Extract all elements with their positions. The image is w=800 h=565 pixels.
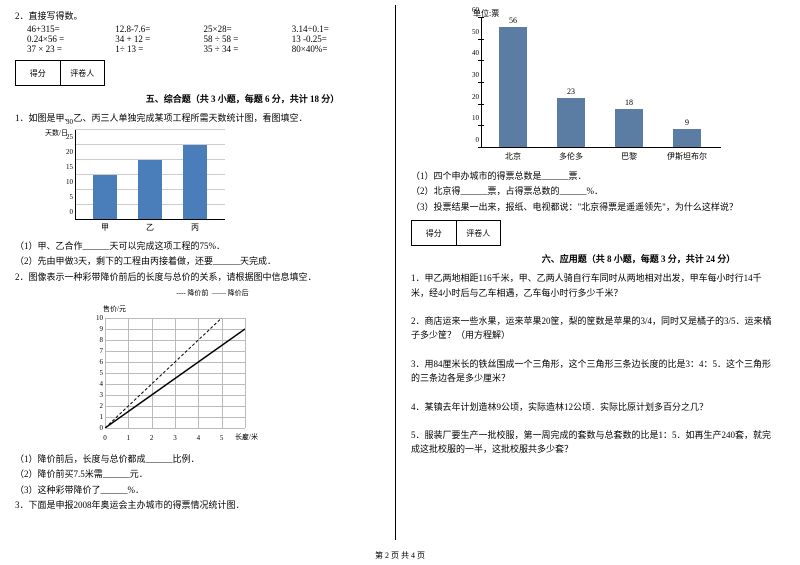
score-label: 得分 <box>412 221 457 245</box>
s6q3: 3．用84厘米长的铁丝围成一个三角形，这个三角形三条边长度的比是3：4：5．这个… <box>411 357 776 386</box>
s6q1: 1．甲乙两地相距116千米，甲、乙两人骑自行车同时从两地相对出发，甲车每小时行1… <box>411 271 776 300</box>
chart2-legend: ---- 降价前 —— 降价后 <box>45 288 380 298</box>
calc-row: 46+315=12.8-7.6=25×28=3.14÷0.1= <box>15 24 380 34</box>
calc-row: 0.24×56 =34 + 12 =58 ÷ 58 =13 -0.25= <box>15 34 380 44</box>
s5q2-3: （3）这种彩带降价了______%． <box>15 483 380 497</box>
chart2-line: 0123456012345678910售价/元长度/米 <box>85 298 265 448</box>
score-label: 得分 <box>16 61 61 85</box>
s5q2: 2．图像表示一种彩带降价前后的长度与总价的关系，请根据图中信息填空． <box>15 270 380 284</box>
s5q3-2: （2）北京得______票，占得票总数的______%． <box>411 184 776 198</box>
s5q1-1: （1）甲、乙合作______天可以完成这项工程的75%． <box>15 239 380 253</box>
s6q2: 2．商店运来一些水果，运来苹果20筐，梨的筐数是苹果的3/4，同时又是橘子的3/… <box>411 314 776 343</box>
reviewer-label: 评卷人 <box>61 61 105 85</box>
section6-title: 六、应用题（共 8 小题，每题 3 分，共计 24 分） <box>501 252 776 265</box>
page-footer: 第 2 页 共 4 页 <box>0 550 800 561</box>
chart1-bar: 天数/日 051015202530甲乙丙 <box>45 130 225 235</box>
section5-title: 五、综合题（共 3 小题，每题 6 分，共计 18 分） <box>105 92 380 105</box>
left-column: 2．直接写得数。 46+315=12.8-7.6=25×28=3.14÷0.1=… <box>0 0 395 545</box>
score-box: 得分 评卷人 <box>15 60 105 86</box>
s5q1-2: （2）先由甲做3天，剩下的工程由丙接着做，还要______天完成． <box>15 254 380 268</box>
reviewer-label: 评卷人 <box>457 221 501 245</box>
calc-row: 37 × 23 =1÷ 13 =35 ÷ 34 =80×40%= <box>15 44 380 54</box>
s6q5: 5．服装厂要生产一批校服，第一周完成的套数与总套数的比是1：5．如再生产240套… <box>411 428 776 457</box>
chart3-bar: 单位:票 010203040506056北京23多伦多18巴黎9伊斯坦布尔 <box>451 8 731 168</box>
s5q2-1: （1）降价前后，长度与总价都成______比例． <box>15 452 380 466</box>
s5q3-1: （1）四个申办城市的得票总数是______票． <box>411 169 776 183</box>
s6q4: 4．某镇去年计划造林9公顷，实际造林12公顷．实际比原计划多百分之几？ <box>411 400 776 414</box>
q2-label: 2．直接写得数。 <box>15 9 380 23</box>
s5q2-2: （2）降价前买7.5米需______元． <box>15 467 380 481</box>
s5q3: 3．下面是申报2008年奥运会主办城市的得票情况统计图． <box>15 498 380 512</box>
right-column: 单位:票 010203040506056北京23多伦多18巴黎9伊斯坦布尔 （1… <box>396 0 791 545</box>
s5q3-3: （3）投票结果一出来，报纸、电视都说："北京得票是遥遥领先"，为什么这样说？ <box>411 200 776 214</box>
score-box: 得分 评卷人 <box>411 220 501 246</box>
